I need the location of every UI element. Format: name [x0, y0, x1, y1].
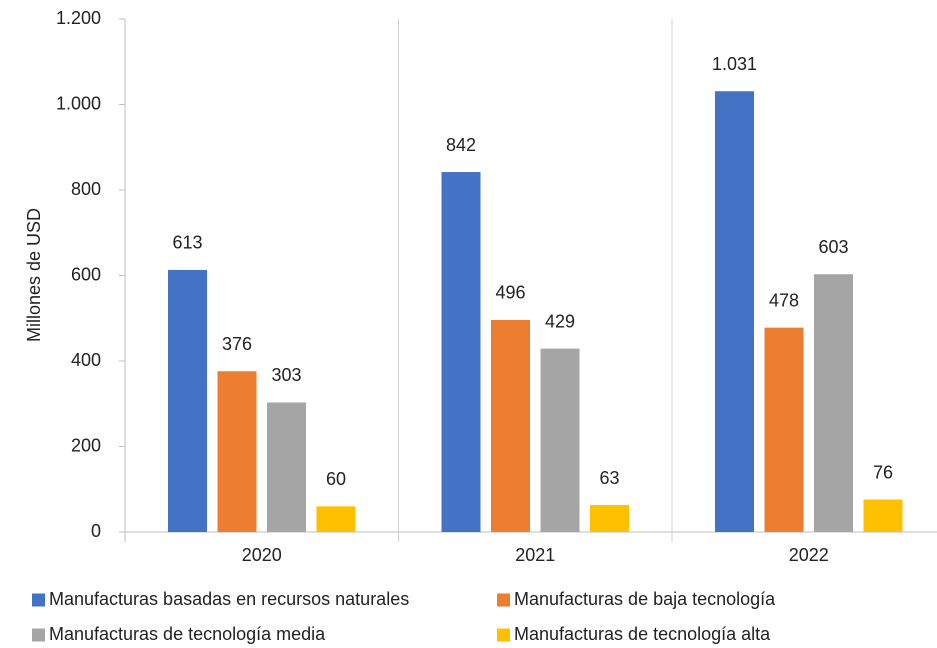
y-tick-label: 400: [71, 350, 101, 370]
legend-swatch: [32, 628, 45, 642]
data-label: 376: [222, 334, 252, 354]
legend-swatch: [497, 628, 510, 642]
data-label: 76: [873, 462, 893, 482]
data-label: 1.031: [712, 54, 757, 74]
legend-label: Manufacturas de tecnología media: [49, 624, 326, 644]
data-label: 63: [599, 468, 619, 488]
x-tick-label: 2021: [515, 545, 555, 565]
data-label: 60: [326, 469, 346, 489]
y-tick-label: 1.000: [56, 93, 101, 113]
legend-label: Manufacturas de tecnología alta: [514, 624, 771, 644]
y-tick-label: 600: [71, 264, 101, 284]
data-label: 429: [545, 311, 575, 331]
bar: [441, 172, 481, 533]
bar: [540, 348, 580, 532]
bar: [316, 506, 356, 532]
data-label: 842: [446, 135, 476, 155]
x-tick-label: 2020: [242, 545, 282, 565]
bar: [764, 327, 804, 532]
data-label: 478: [769, 290, 799, 310]
y-tick-label: 800: [71, 179, 101, 199]
bar: [715, 91, 754, 532]
bar: [814, 274, 853, 532]
data-label: 303: [271, 365, 301, 385]
y-tick-label: 1.200: [56, 8, 101, 28]
y-tick-label: 200: [71, 435, 101, 455]
data-label: 603: [818, 237, 848, 257]
legend-swatch: [32, 593, 45, 607]
bar: [590, 505, 629, 532]
bar: [168, 269, 207, 532]
bar: [217, 371, 257, 532]
data-label: 496: [495, 283, 525, 303]
bar: [863, 499, 903, 532]
bar: [491, 319, 530, 532]
y-tick-label: 0: [91, 521, 101, 541]
x-tick-label: 2022: [789, 545, 829, 565]
legend-label: Manufacturas basadas en recursos natural…: [49, 589, 409, 609]
legend-swatch: [497, 593, 510, 607]
y-axis-label: Millones de USD: [24, 208, 44, 342]
legend-label: Manufacturas de baja tecnología: [514, 589, 776, 609]
bar: [267, 402, 306, 532]
data-label: 613: [172, 233, 202, 253]
